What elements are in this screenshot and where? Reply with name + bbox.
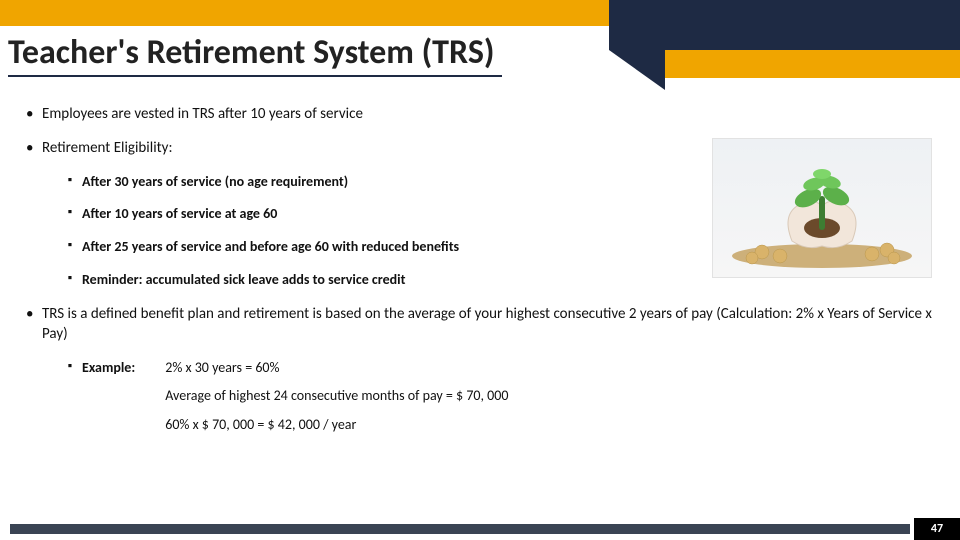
title-container: Teacher's Retirement System (TRS) — [8, 32, 502, 77]
gold-bar — [0, 0, 610, 26]
illustration — [712, 138, 932, 278]
page-title: Teacher's Retirement System (TRS) — [8, 32, 502, 77]
example-item: Example: 2% x 30 years = 60% Average of … — [68, 359, 940, 446]
example-line-2: Average of highest 24 consecutive months… — [165, 387, 508, 406]
navy-bar-angle — [609, 50, 665, 90]
footer-bar — [10, 524, 910, 534]
plant-coins-icon — [722, 146, 922, 270]
bullet-defined-benefit-text: TRS is a defined benefit plan and retire… — [42, 305, 932, 343]
example-lines: 2% x 30 years = 60% Average of highest 2… — [165, 359, 508, 446]
gold-lower-bar — [665, 50, 960, 78]
page-number: 47 — [914, 518, 960, 540]
bullet-eligibility-text: Retirement Eligibility: — [42, 139, 172, 157]
example-label: Example: — [82, 359, 135, 446]
example-line-3: 60% x $ 70, 000 = $ 42, 000 / year — [165, 416, 508, 435]
example-line-1: 2% x 30 years = 60% — [165, 359, 508, 378]
example-sublist: Example: 2% x 30 years = 60% Average of … — [42, 359, 940, 446]
navy-bar — [609, 0, 960, 50]
bullet-defined-benefit: TRS is a defined benefit plan and retire… — [26, 304, 940, 445]
bullet-vesting: Employees are vested in TRS after 10 yea… — [26, 104, 940, 124]
